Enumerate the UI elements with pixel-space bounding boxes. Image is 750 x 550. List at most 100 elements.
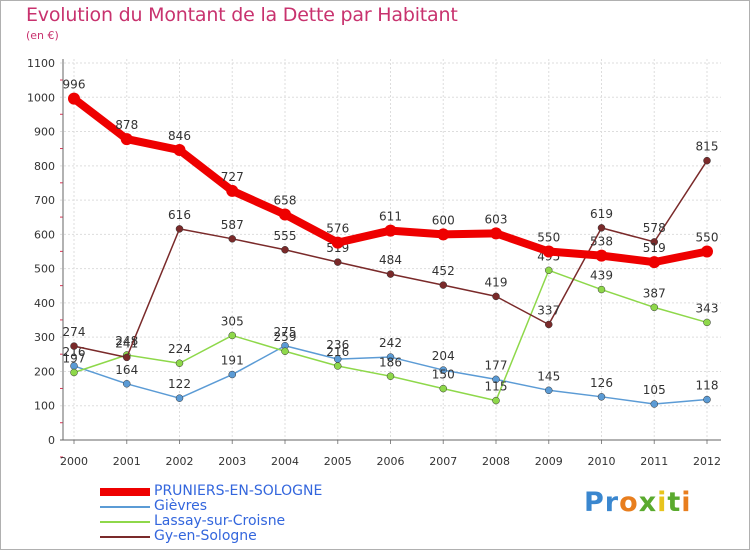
data-point: [70, 342, 78, 350]
data-label: 815: [696, 140, 719, 154]
data-point: [439, 281, 447, 289]
y-tick-label: 0: [48, 434, 55, 447]
legend-label: Lassay-sur-Croisne: [154, 513, 286, 529]
data-label: 164: [115, 363, 138, 377]
data-point: [437, 228, 450, 241]
data-label: 538: [590, 235, 613, 249]
data-point: [648, 256, 661, 269]
data-point: [120, 133, 133, 146]
data-point: [228, 331, 236, 340]
data-point: [334, 258, 342, 266]
y-tick-label: 200: [34, 365, 55, 378]
series-1: 216 164 122 191 275 236 242 204 177 145 126 105 118: [63, 325, 719, 408]
data-label: 118: [696, 379, 719, 393]
data-label: 197: [63, 351, 86, 365]
x-tick-label: 2006: [377, 455, 405, 468]
data-label: 419: [485, 275, 508, 289]
data-point: [597, 393, 606, 401]
data-label: 105: [643, 383, 666, 397]
data-label: 878: [115, 118, 138, 132]
legend-label: PRUNIERS-EN-SOLOGNE: [154, 483, 323, 499]
series-0: 996 878 846 727 658 576 611 600 603 550 538 519 550: [63, 78, 719, 269]
y-tick-label: 1000: [27, 91, 55, 104]
legend-swatch: [100, 536, 150, 538]
data-point: [545, 386, 553, 395]
legend-swatch: [100, 488, 150, 496]
data-point: [70, 368, 78, 377]
data-point: [173, 144, 186, 157]
data-label: 274: [63, 325, 86, 339]
x-tick-label: 2010: [588, 455, 616, 468]
data-label: 550: [696, 231, 719, 245]
legend-label: Gièvres: [154, 498, 207, 514]
data-point: [650, 303, 658, 312]
y-tick-label: 100: [34, 400, 55, 413]
data-point: [492, 292, 500, 301]
data-label: 216: [326, 345, 349, 359]
logo-letter: i: [657, 487, 668, 518]
data-point: [545, 320, 553, 329]
data-label: 996: [63, 78, 86, 92]
logo-letter: i: [681, 487, 692, 518]
y-tick-label: 500: [34, 263, 55, 276]
data-label: 126: [590, 376, 613, 390]
data-point: [492, 396, 500, 405]
data-label: 186: [379, 355, 402, 369]
x-tick-label: 2000: [60, 455, 88, 468]
data-point: [123, 353, 131, 362]
x-tick-label: 2011: [640, 455, 668, 468]
data-label: 242: [379, 336, 402, 350]
data-point: [439, 366, 447, 374]
data-label: 576: [326, 222, 349, 236]
data-label: 439: [590, 269, 613, 283]
data-label: 603: [485, 212, 508, 226]
x-tick-label: 2009: [535, 455, 563, 468]
data-label: 150: [432, 368, 455, 382]
data-label: 519: [643, 241, 666, 255]
data-point: [650, 238, 658, 246]
series-3: 274 241 616 587 555 519 484 452 419 337 619 578 815: [63, 140, 719, 362]
data-label: 259: [274, 330, 297, 344]
data-point: [281, 347, 289, 355]
data-point: [595, 249, 608, 262]
data-label: 145: [537, 369, 560, 383]
unit-label: (en €): [26, 29, 59, 42]
data-label: 337: [537, 304, 560, 318]
x-tick-label: 2004: [271, 455, 299, 468]
x-tick-label: 2002: [166, 455, 194, 468]
x-tick-label: 2005: [324, 455, 352, 468]
data-label: 611: [379, 210, 402, 224]
data-point: [331, 236, 344, 249]
data-label: 115: [485, 380, 508, 394]
y-tick-label: 700: [34, 194, 55, 207]
data-label: 555: [274, 229, 297, 243]
y-tick-label: 600: [34, 228, 55, 241]
data-point: [228, 235, 236, 243]
data-point: [281, 246, 289, 254]
data-label: 578: [643, 221, 666, 235]
data-point: [439, 384, 447, 393]
data-point: [703, 156, 711, 165]
legend-label: Gy-en-Sologne: [154, 528, 257, 544]
logo-letter: t: [667, 487, 682, 518]
data-point: [386, 270, 395, 278]
data-label: 216: [63, 345, 86, 359]
logo-letter: r: [604, 487, 620, 518]
y-tick-label: 400: [34, 297, 55, 310]
data-label: 241: [115, 336, 138, 350]
y-tick-label: 300: [34, 331, 55, 344]
data-label: 343: [696, 301, 719, 315]
data-point: [384, 224, 397, 237]
x-tick-label: 2001: [113, 455, 141, 468]
data-point: [545, 266, 553, 275]
legend-swatch: [100, 521, 150, 523]
data-point: [175, 359, 184, 367]
logo-letter: x: [638, 487, 658, 518]
data-point: [279, 208, 291, 221]
y-tick-label: 1100: [27, 57, 55, 70]
data-point: [226, 184, 239, 197]
series-2: 197248224305259216186150115495439387343: [63, 249, 719, 405]
data-label: 177: [485, 358, 508, 372]
data-label: 846: [168, 129, 191, 143]
